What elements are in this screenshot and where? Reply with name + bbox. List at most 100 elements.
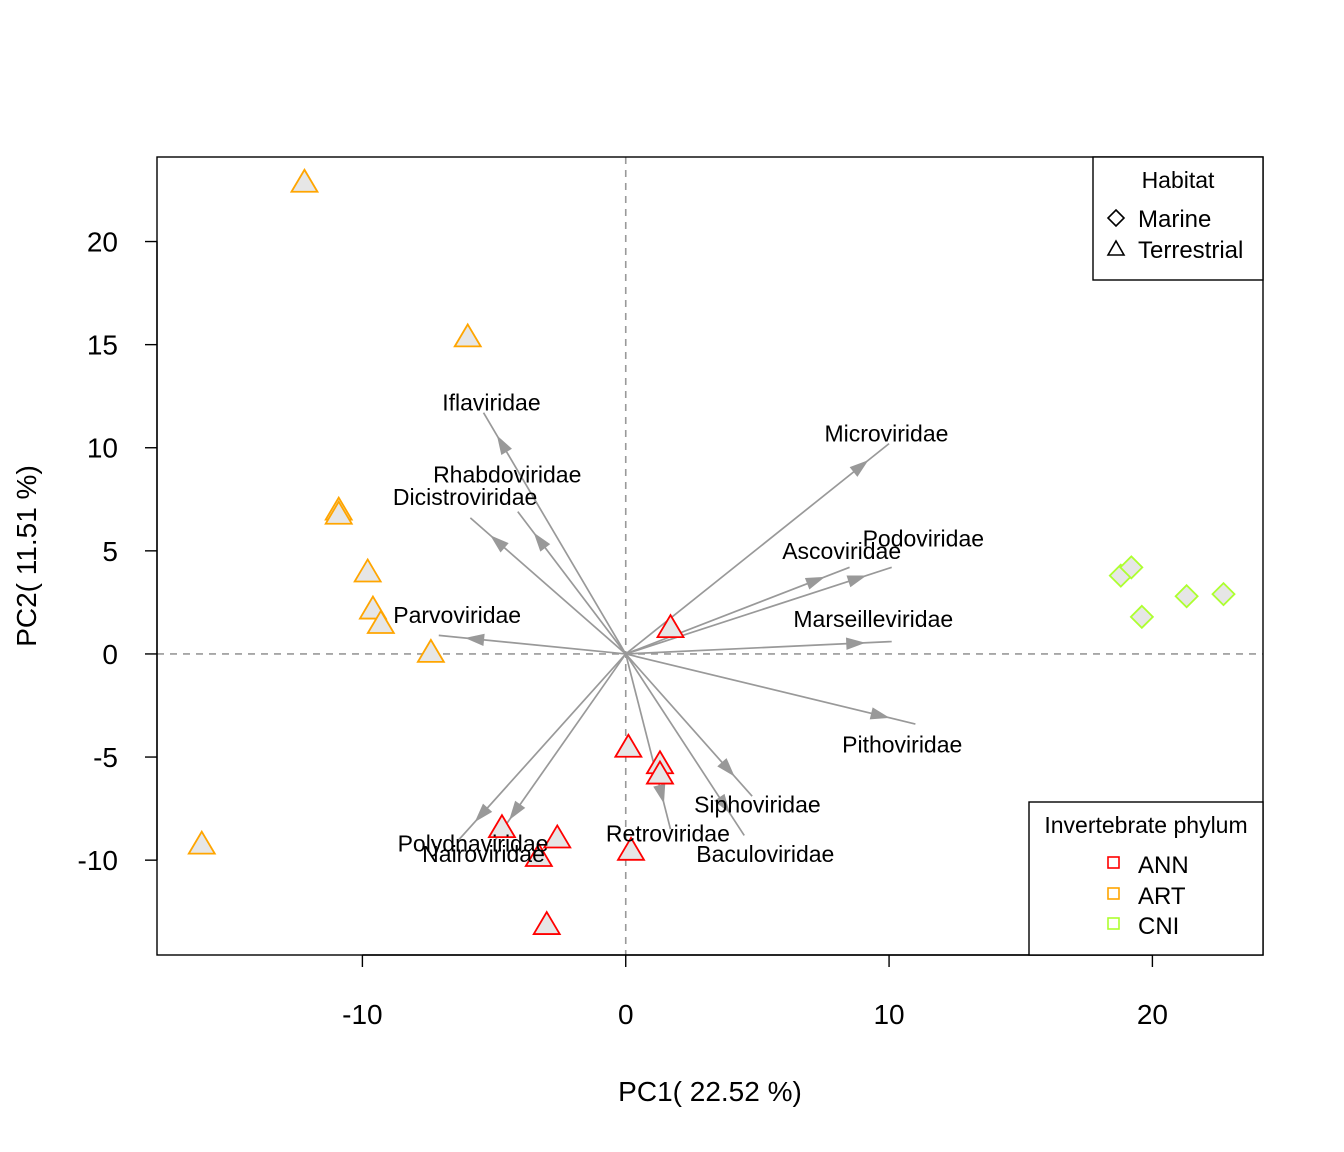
cni-legend-icon [1107, 917, 1120, 930]
x-tick-label: -10 [342, 999, 382, 1030]
arrow-head [465, 633, 485, 647]
loading-label: Microviridae [824, 420, 948, 446]
y-tick-label: -10 [78, 845, 118, 876]
loading-label: Siphoviridae [694, 791, 821, 817]
point-terrestrial [453, 322, 483, 348]
x-axis: -10 0 10 20 [342, 954, 1168, 1030]
series-art [187, 167, 483, 855]
loading-label: Retroviridae [606, 820, 730, 846]
arrow-head [845, 637, 866, 650]
loading-arrow [469, 517, 627, 655]
loading-arrow [625, 566, 892, 655]
arrow-shaft [625, 566, 892, 655]
series-cni [1108, 555, 1236, 630]
point-terrestrial [532, 910, 562, 935]
loading-label: Parvoviridae [393, 602, 521, 628]
loading-label: Baculoviridae [696, 841, 834, 867]
loading-arrow [517, 511, 627, 655]
phylum-legend: Invertebrate phylum ANN ART CNI [1028, 801, 1264, 956]
point-terrestrial [645, 759, 675, 785]
point-terrestrial [416, 638, 446, 663]
loading-arrow [625, 653, 745, 836]
x-axis-label: PC1( 22.52 %) [618, 1076, 802, 1107]
loading-arrow [625, 653, 916, 725]
arrow-head [474, 803, 493, 822]
arrow-shaft [625, 653, 916, 725]
arrow-head [653, 783, 666, 804]
x-tick-label: 10 [873, 999, 904, 1030]
phylum-legend-cni: CNI [1138, 913, 1179, 940]
sample-points [187, 167, 1236, 935]
loading-label: Marseilleviridae [793, 606, 953, 632]
reference-lines [157, 157, 1263, 955]
point-terrestrial [655, 613, 686, 639]
y-tick-label: 10 [87, 433, 118, 464]
y-axis: -10 -5 0 5 10 15 20 [78, 227, 158, 876]
point-terrestrial [366, 609, 396, 634]
point-terrestrial [324, 499, 354, 525]
point-terrestrial [487, 813, 517, 839]
phylum-legend-box [1028, 801, 1264, 956]
y-axis-label: PC2( 11.51 %) [11, 465, 42, 647]
point-terrestrial [616, 836, 646, 861]
loading-label: Pithoviridae [842, 732, 962, 758]
arrow-shaft [482, 412, 627, 655]
habitat-legend-box [1092, 156, 1264, 281]
arrow-head [849, 460, 869, 477]
point-terrestrial [542, 823, 572, 849]
loading-label: Nairoviridae [422, 841, 545, 867]
y-tick-label: 20 [87, 227, 118, 258]
loading-arrow [456, 653, 627, 843]
point-terrestrial [524, 842, 554, 867]
habitat-legend-marine: Marine [1138, 206, 1211, 233]
loading-label: Rhabdoviridae [433, 462, 581, 488]
y-tick-label: 15 [87, 330, 118, 361]
point-terrestrial [353, 557, 383, 583]
loading-label: Ascoviridae [782, 538, 901, 564]
y-tick-label: -5 [93, 742, 118, 773]
loading-label: Iflaviridae [442, 389, 540, 415]
arrow-head [496, 435, 512, 456]
arrow-head [846, 575, 867, 588]
loading-arrow [493, 653, 627, 843]
arrow-head [869, 707, 890, 720]
art-legend-icon [1107, 887, 1120, 900]
phylum-legend-ann: ANN [1138, 852, 1189, 879]
terrestrial-legend-icon [1106, 239, 1126, 256]
arrow-head [509, 800, 526, 820]
phylum-legend-art: ART [1138, 883, 1186, 910]
arrow-head [533, 532, 551, 552]
phylum-legend-title: Invertebrate phylum [1044, 812, 1247, 838]
loading-arrow [625, 566, 850, 655]
habitat-legend-title: Habitat [1142, 167, 1215, 193]
marine-legend-icon [1106, 208, 1126, 228]
habitat-legend: Habitat Marine Terrestrial [1092, 156, 1264, 281]
arrow-head [490, 535, 509, 553]
arrow-head [717, 758, 735, 777]
point-terrestrial [613, 732, 643, 758]
point-marine [1211, 581, 1236, 607]
loading-arrow [482, 412, 627, 655]
loading-label: Podoviridae [863, 525, 984, 551]
loading-arrow [438, 633, 626, 655]
x-tick-label: 0 [618, 999, 634, 1030]
point-terrestrial [289, 167, 320, 193]
point-terrestrial [187, 829, 217, 855]
arrow-head [714, 793, 730, 814]
point-marine [1129, 604, 1155, 630]
loading-label: Polydnaviridae [398, 831, 549, 857]
loading-label: Dicistroviridae [393, 484, 537, 510]
loading-arrow [625, 653, 753, 797]
x-tick-label: 20 [1137, 999, 1168, 1030]
arrow-head [804, 576, 825, 590]
series-ann [487, 613, 686, 935]
ann-legend-icon [1107, 856, 1120, 869]
y-tick-label: 0 [102, 639, 118, 670]
y-tick-label: 5 [102, 536, 118, 567]
loading-arrow [624, 653, 672, 830]
point-marine [1174, 583, 1199, 609]
point-marine [1119, 555, 1144, 580]
loading-arrow [625, 637, 892, 655]
